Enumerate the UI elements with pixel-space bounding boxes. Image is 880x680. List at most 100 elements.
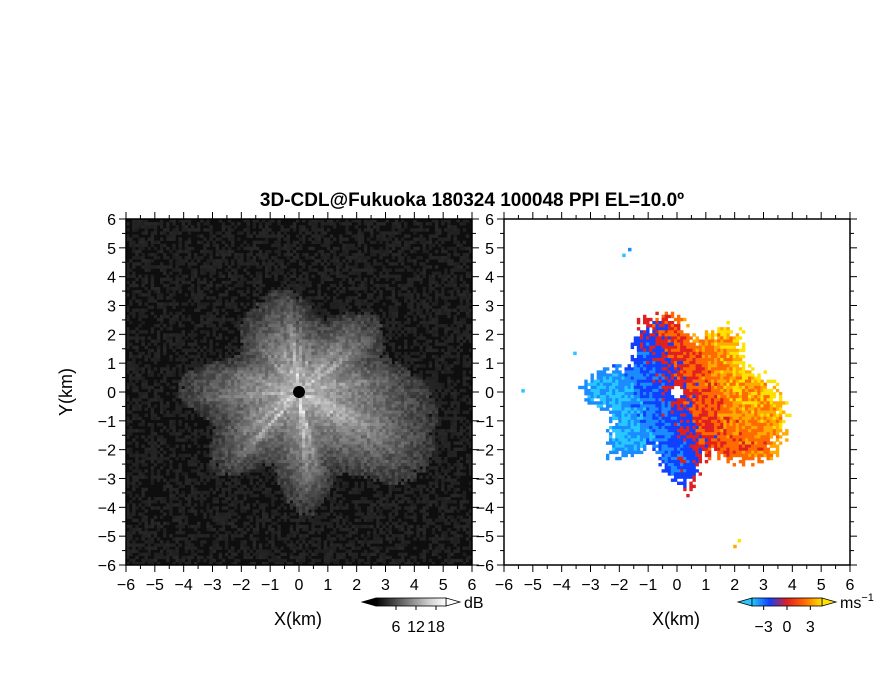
snr-cell [193,339,198,343]
snr-cell [317,422,321,427]
snr-cell [277,342,281,346]
snr-cell [351,268,355,272]
snr-cell [243,413,247,418]
snr-cell [308,385,312,390]
snr-cell [363,314,368,319]
snr-cell [286,425,291,430]
snr-cell [348,324,352,328]
snr-cell [289,268,294,272]
snr-cell [320,364,325,368]
snr-cell [221,398,226,402]
snr-cell [227,237,232,241]
snr-cell [360,401,365,405]
snr-cell [265,256,269,260]
snr-cell [419,262,423,266]
snr-cell [299,336,303,340]
snr-cell [410,268,414,272]
snr-cell [397,249,402,254]
snr-cell [163,314,167,319]
snr-cell [434,376,439,380]
snr-cell [354,327,358,331]
snr-cell [224,367,229,371]
snr-cell [255,425,260,430]
snr-cell [261,422,266,427]
snr-cell [419,336,423,340]
snr-cell [382,283,386,288]
snr-cell [311,388,315,393]
snr-cell [172,228,176,232]
snr-cell [299,376,303,380]
snr-cell [363,286,368,291]
snr-cell [400,364,405,368]
snr-cell [431,419,436,424]
snr-cell [462,320,467,325]
snr-cell [434,330,439,334]
snr-cell [200,382,204,387]
snr-cell [144,277,148,282]
snr-cell [156,305,161,309]
snr-cell [305,277,309,282]
snr-cell [265,231,269,235]
snr-cell [129,259,133,263]
snr-cell [231,407,235,411]
snr-cell [465,293,470,297]
snr-cell [221,364,226,368]
snr-cell [388,422,392,427]
snr-cell [428,317,433,322]
snr-cell [366,419,371,424]
snr-cell [224,351,229,356]
snr-cell [280,422,284,427]
snr-cell [400,376,405,380]
snr-cell [419,416,423,421]
snr-cell [252,280,257,285]
snr-cell [370,249,374,254]
snr-cell [283,290,287,294]
snr-cell [258,234,263,238]
snr-cell [175,302,179,306]
snr-cell [391,401,396,405]
snr-cell [153,256,158,260]
snr-cell [326,401,331,405]
snr-cell [169,231,173,235]
snr-cell [252,348,257,353]
snr-cell [320,231,325,235]
snr-cell [382,407,386,411]
snr-cell [227,401,232,405]
snr-cell [305,364,309,368]
snr-cell [320,413,325,418]
snr-cell [425,302,430,306]
snr-cell [218,320,223,325]
snr-cell [404,385,408,390]
snr-cell [277,237,281,241]
snr-cell [376,410,380,414]
snr-cell [376,407,380,411]
snr-cell [132,274,136,278]
snr-cell [394,422,399,427]
snr-cell [299,401,303,405]
snr-cell [422,240,426,245]
snr-cell [342,419,346,424]
snr-cell [366,385,371,390]
snr-cell [434,416,439,421]
snr-cell [357,283,362,288]
snr-cell [215,358,219,362]
snr-cell [385,274,389,278]
snr-cell [261,234,266,238]
snr-cell [425,324,430,328]
snr-cell [240,404,244,408]
snr-cell [274,317,278,322]
snr-cell [308,320,312,325]
snr-cell [373,268,377,272]
snr-cell [166,392,170,396]
snr-cell [277,293,281,297]
snr-cell [394,354,399,359]
snr-cell [332,256,337,260]
snr-cell [147,252,152,257]
snr-cell [441,222,445,226]
snr-cell [271,336,275,340]
snr-cell [366,392,371,396]
snr-cell [249,274,253,278]
snr-cell [326,324,331,328]
snr-cell [175,401,179,405]
snr-cell [425,240,430,245]
